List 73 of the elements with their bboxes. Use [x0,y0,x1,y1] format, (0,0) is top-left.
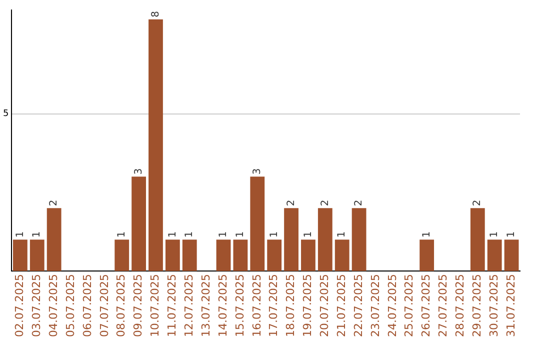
x-tick-label: 18.07.2025 [284,274,298,338]
bar [114,240,130,272]
bar [352,208,366,272]
x-tick-label: 29.07.2025 [470,274,484,338]
bar [318,208,332,272]
bar [504,240,519,272]
data-label: 2 [320,200,331,206]
x-tick-label: 30.07.2025 [487,274,500,338]
y-tick-label: 5 [2,109,9,120]
bar [420,240,434,272]
x-tick-label: 11.07.2025 [166,274,179,338]
x-tick-label: 17.07.2025 [267,274,280,338]
x-tick-label: 15.07.2025 [233,274,246,338]
data-label: 1 [14,231,26,238]
x-tick-label: 03.07.2025 [30,274,43,338]
x-tick-label: 19.07.2025 [301,274,314,338]
data-label: 3 [252,168,263,175]
x-tick-label: 16.07.2025 [250,274,264,338]
x-tick-label: 22.07.2025 [352,274,365,338]
x-tick-label: 27.07.2025 [436,274,450,338]
data-label: 1 [268,231,280,238]
x-tick-label: 21.07.2025 [334,274,348,338]
bar [250,176,265,272]
x-tick-label: 02.07.2025 [13,274,26,338]
x-tick-label: 05.07.2025 [64,274,77,338]
data-label: 3 [133,168,144,175]
x-tick-label: 13.07.2025 [199,274,212,338]
data-label: 1 [218,231,230,238]
bar [233,240,248,272]
x-tick-label: 14.07.2025 [216,274,230,338]
x-tick-label: 07.07.2025 [98,274,111,338]
bar [284,208,298,272]
x-tick-label: 28.07.2025 [454,274,467,338]
x-tick-label: 04.07.2025 [46,274,60,338]
data-label: 1 [235,231,246,238]
data-label: 2 [48,200,60,206]
x-tick-label: 26.07.2025 [420,274,433,338]
data-label: 1 [489,231,500,238]
bar [267,240,282,272]
bar [216,240,231,272]
x-tick-label: 10.07.2025 [148,274,162,338]
x-tick-label: 25.07.2025 [402,274,416,338]
bar [487,240,502,272]
bar [46,208,62,272]
bar [148,19,163,272]
x-tick-label: 12.07.2025 [182,274,196,338]
bar [132,176,146,272]
data-label: 1 [336,231,348,238]
bar [182,240,197,272]
data-label: 2 [286,200,297,206]
data-label: 1 [506,231,518,238]
data-label: 1 [302,231,314,238]
x-tick-label: 24.07.2025 [386,274,399,338]
x-tick-label: 08.07.2025 [114,274,128,338]
data-label: 1 [167,231,178,238]
x-tick-label: 06.07.2025 [80,274,94,338]
bar [12,240,28,272]
data-label: 2 [354,200,365,206]
x-tick-label: 31.07.2025 [504,274,518,338]
x-tick-label: 09.07.2025 [132,274,145,338]
data-label: 2 [472,200,484,206]
bar [301,240,316,272]
x-tick-label: 23.07.2025 [368,274,382,338]
data-label: 8 [150,11,162,18]
data-label: 1 [116,231,128,238]
bar [334,240,350,272]
bar [30,240,44,272]
data-label: 1 [32,231,43,238]
data-label: 1 [421,231,432,238]
bar [165,240,180,272]
bar [470,208,485,272]
data-label: 1 [184,231,196,238]
x-tick-label: 20.07.2025 [318,274,332,338]
